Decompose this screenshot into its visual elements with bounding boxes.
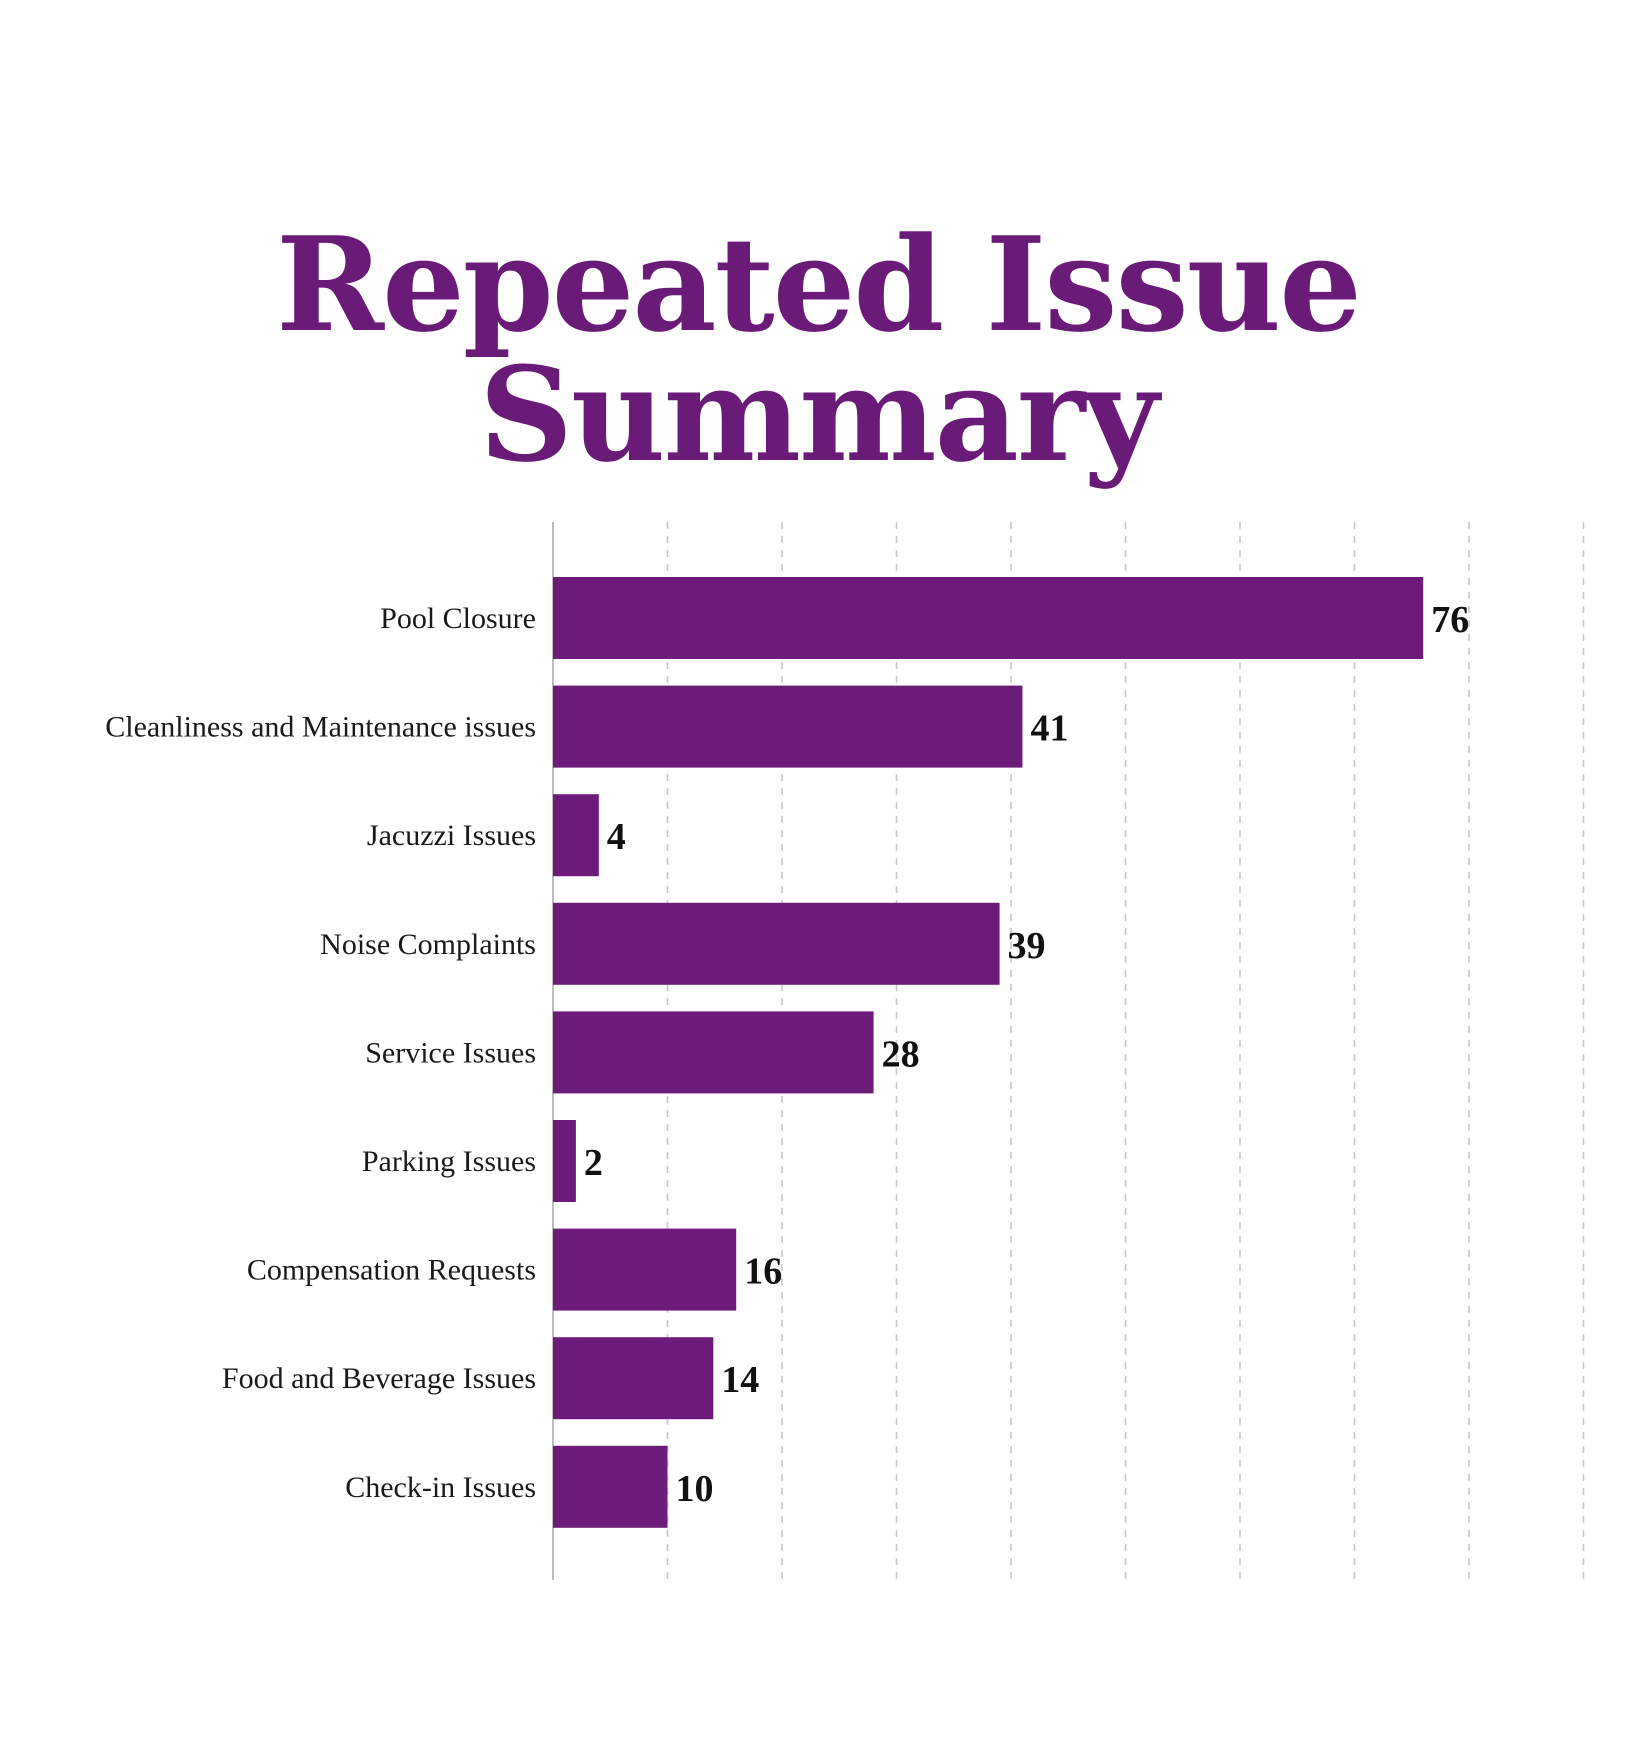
category-label: Noise Complaints — [320, 928, 536, 961]
category-label: Food and Beverage Issues — [222, 1362, 536, 1395]
bar — [553, 1337, 714, 1420]
value-label: 2 — [584, 1142, 603, 1184]
category-label: Pool Closure — [380, 602, 536, 635]
category-label: Service Issues — [365, 1036, 536, 1069]
page-title: Repeated Issue Summary — [276, 208, 1362, 491]
category-label: Parking Issues — [362, 1145, 536, 1178]
category-label: Compensation Requests — [247, 1254, 536, 1287]
bars — [553, 577, 1424, 1528]
category-label: Cleanliness and Maintenance issues — [105, 711, 536, 744]
bar — [553, 1228, 737, 1311]
bar — [553, 1011, 874, 1094]
bar — [553, 577, 1424, 659]
bar — [553, 794, 599, 877]
value-label: 4 — [607, 816, 626, 858]
bar — [553, 685, 1023, 768]
category-label: Check-in Issues — [345, 1471, 536, 1504]
bar — [553, 1445, 668, 1528]
value-label: 76 — [1431, 599, 1469, 641]
value-label: 10 — [676, 1468, 714, 1510]
bar — [553, 902, 1000, 985]
value-label: 28 — [882, 1033, 920, 1075]
value-label: 39 — [1008, 925, 1046, 967]
category-labels: Pool Closure Cleanliness and Maintenance … — [105, 602, 536, 1504]
bar — [553, 1120, 576, 1202]
category-label: Jacuzzi Issues — [367, 819, 536, 852]
value-label: 16 — [744, 1251, 782, 1293]
value-labels: 76 41 4 39 28 2 16 14 10 — [584, 599, 1469, 1510]
value-label: 41 — [1030, 708, 1068, 750]
value-label: 14 — [721, 1359, 759, 1401]
